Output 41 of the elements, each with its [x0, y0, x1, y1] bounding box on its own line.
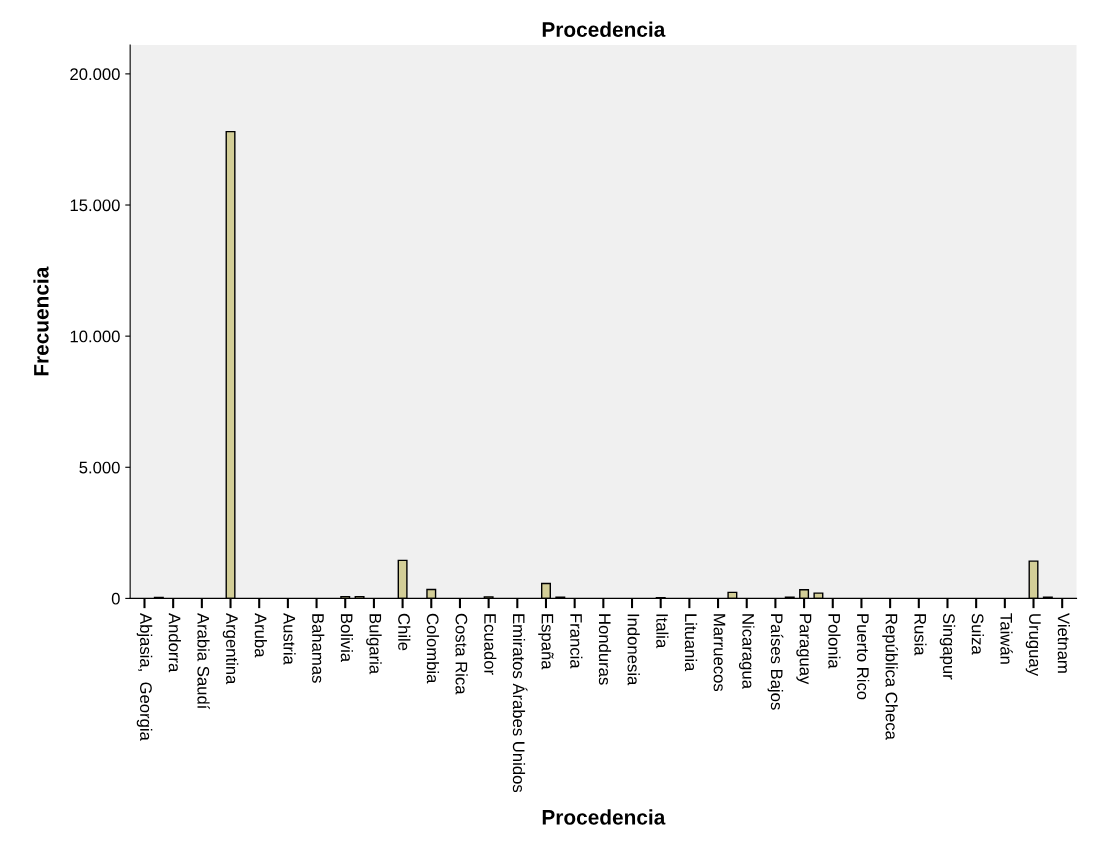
x-tick-label: Abjasia, Georgia	[136, 613, 153, 741]
x-tick-label: Suiza	[971, 613, 984, 655]
y-tick-label: 0	[111, 592, 120, 605]
x-tick-label: España	[538, 614, 554, 670]
x-tick-label: Bulgaria	[366, 614, 382, 675]
x-tick-label: Polonia	[828, 614, 841, 669]
x-tick-label: Nicaragua	[738, 614, 755, 689]
x-tick-label: Bahamas	[312, 614, 325, 683]
x-tick-label: Arabia Saudí	[197, 613, 210, 710]
x-axis-title: Procedencia	[542, 809, 666, 825]
x-tick-label: Vietnam	[1057, 613, 1070, 673]
x-tick-label: Uruguay	[1025, 614, 1041, 676]
x-tick-label: Aruba	[254, 613, 267, 658]
x-tick-label: Singapur	[939, 613, 956, 680]
x-tick-label: República Checa	[882, 614, 898, 740]
x-tick-label: Paraguay	[796, 614, 812, 685]
x-tick-label: Argentina	[222, 613, 239, 685]
x-tick-label: Países Bajos	[767, 614, 784, 710]
chart-title: Procedencia	[542, 21, 666, 37]
x-tick-label: Ecuador	[484, 614, 497, 675]
x-tick-label: Andorra	[168, 613, 181, 673]
x-tick-label: Chile	[398, 613, 411, 651]
x-tick-label: Puerto Rico	[856, 614, 870, 700]
x-tick-label: Colombia	[426, 613, 440, 684]
y-tick-label: 5.000	[79, 461, 120, 474]
x-tick-label: Taiwán	[1000, 613, 1013, 664]
y-tick-label: 15.000	[70, 199, 120, 212]
x-tick-label: Costa Rica	[455, 613, 468, 695]
x-tick-label: Rusia	[914, 614, 927, 656]
x-tick-label: Emiratos Árabes Unidos	[512, 614, 528, 793]
y-axis-title: Frecuencia	[33, 266, 49, 376]
x-tick-label: Italia	[656, 614, 669, 649]
x-tick-label: Lituania	[684, 614, 698, 672]
y-tick-label: 20.000	[70, 68, 120, 81]
x-tick-label: Indonesia	[627, 614, 640, 686]
x-tick-label: Francia	[570, 614, 583, 669]
x-tick-label: Austria	[283, 613, 296, 665]
y-tick-label: 10.000	[70, 330, 120, 343]
x-tick-label: Honduras	[598, 614, 612, 685]
x-tick-label: Marruecos	[713, 614, 726, 692]
x-tick-label: Bolivia	[340, 614, 354, 663]
